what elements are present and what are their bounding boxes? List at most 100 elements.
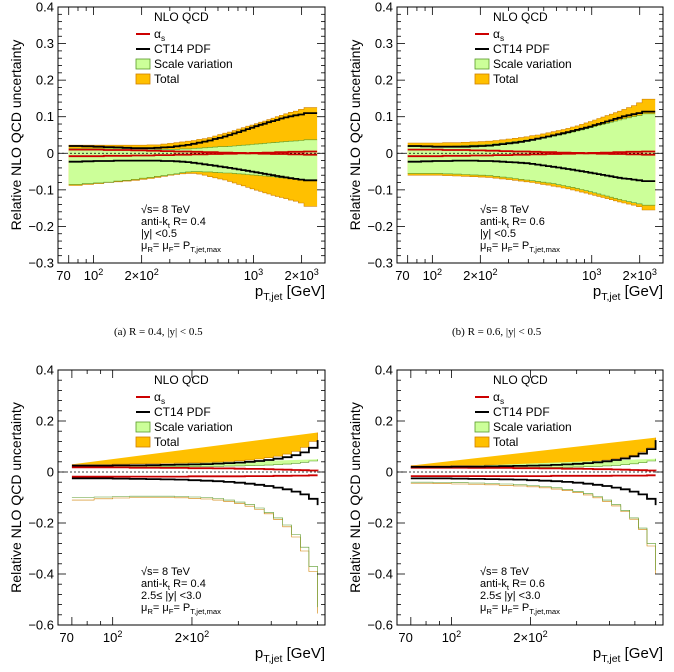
y-tick-label: 0.4 [36,0,54,15]
scale-edge-dn [71,495,318,608]
y-tick-label: 0.1 [36,109,54,124]
annotation-scale-choice: μR= μF= PT,jet,max [141,602,221,616]
legend-pdf: CT14 PDF [493,405,550,419]
y-tick-label: 0.4 [375,363,393,378]
legend-title: NLO QCD [493,10,548,24]
y-tick-label: 0 [47,465,54,480]
legend-scale-swatch [474,421,490,433]
legend-total: Total [154,72,179,86]
chart-panel-d: −0.6 −0.4 −0.2 0 0.2 0.4 70 102 2×102 pT,jet [GeV… [347,363,664,665]
legend-total-swatch [135,73,151,85]
total-band [410,437,656,466]
legend-scale-swatch [135,58,151,70]
legend-scale-swatch [474,58,490,70]
legend-scale: Scale variation [493,57,572,71]
legend-total: Total [154,435,179,449]
chart-panel-b: −0.3 −0.2 −0.1 0 0.1 0.2 0.3 0.4 70 102 2×102 103 2×… [347,0,664,303]
legend-scale-swatch [135,421,151,433]
x-axis-title: pT,jet [GeV] [255,283,325,303]
y-tick-label: −0.3 [28,256,54,271]
y-tick-label: 0.2 [375,414,393,429]
pdf-down-line [410,477,657,506]
y-tick-label: 0 [386,465,393,480]
legend-total-swatch [474,73,490,85]
legend-title: NLO QCD [154,10,209,24]
caption-b: (b) R = 0.6, |y| < 0.5 [452,326,542,338]
x-tick-label: 2×102 [124,267,158,283]
legend-total-swatch [135,436,151,448]
legend-pdf: CT14 PDF [154,405,211,419]
legend-title: NLO QCD [154,373,209,387]
y-axis-title: Relative NLO QCD uncertainty [8,40,24,231]
legend-scale: Scale variation [154,420,233,434]
alpha-s-down-line [410,474,656,477]
legend-alpha-s: αs [493,27,504,43]
plot-frame [57,369,326,626]
legend-scale: Scale variation [493,420,572,434]
scale-edge-dn [68,171,318,185]
y-tick-label: 0.4 [375,0,393,15]
total-edge-dn [407,174,656,211]
legend-total: Total [493,72,518,86]
y-tick-label: −0.2 [28,516,54,531]
scale-edge-up [68,139,318,150]
pdf-up-line [68,112,318,150]
x-tick-label: 103 [582,267,602,283]
y-tick-label: −0.4 [367,567,393,582]
x-tick-label: 2×102 [175,629,209,645]
x-tick-label: 2×102 [513,629,547,645]
total-edge-dn [68,173,318,207]
legend-total-swatch [474,436,490,448]
legend-alpha-s: αs [493,390,504,406]
x-axis-title: pT,jet [GeV] [593,645,663,665]
legend-pdf: CT14 PDF [493,42,550,56]
plot-frame [396,369,664,626]
y-tick-label: 0.2 [36,73,54,88]
y-axis-title: Relative NLO QCD uncertainty [347,402,363,593]
y-tick-label: 0.2 [36,414,54,429]
annotation-energy: √s= 8 TeV [480,204,530,216]
y-tick-label: −0.1 [367,182,393,197]
x-axis-title: pT,jet [GeV] [593,283,663,303]
total-edge-dn [410,483,656,574]
x-tick-label: 102 [442,629,462,645]
legend-alpha-s: αs [154,390,165,406]
total-edge-up [71,432,318,465]
annotation-algorithm: anti-kt R= 0.6 [480,216,545,230]
chart-panel-c: −0.6 −0.4 −0.2 0 0.2 0.4 70 102 2×102 pT,jet [GeV… [8,363,326,665]
x-tick-label: 102 [84,267,104,283]
y-tick-label: −0.6 [28,618,54,633]
y-tick-label: 0.4 [36,363,54,378]
pdf-down-line [71,477,319,506]
plot-frame [396,6,664,264]
y-tick-label: −0.2 [367,516,393,531]
y-tick-label: −0.6 [367,618,393,633]
y-tick-label: 0.1 [375,109,393,124]
annotation-rapidity: 2.5≤ |y| <3.0 [480,590,540,602]
alpha-s-down-line [407,150,656,158]
total-band [71,432,318,465]
pdf-up-line [71,440,319,467]
alpha-s-up-line [68,148,318,156]
x-tick-label: 102 [423,267,443,283]
y-tick-label: −0.2 [28,219,54,234]
y-tick-label: −0.3 [367,256,393,271]
y-tick-label: 0.2 [375,73,393,88]
alpha-s-up-line [410,466,657,472]
pdf-up-line [407,110,656,148]
plot-frame [57,6,326,264]
annotation-energy: √s= 8 TeV [141,566,191,578]
alpha-s-down-line [68,150,318,158]
annotation-energy: √s= 8 TeV [141,204,191,216]
y-tick-label: 0.3 [375,36,393,51]
annotation-rapidity: |y| <0.5 [480,228,516,240]
x-tick-label: 102 [103,629,123,645]
y-tick-label: 0.3 [36,36,54,51]
alpha-s-up-line [407,148,656,156]
legend-pdf: CT14 PDF [154,42,211,56]
annotation-energy: √s= 8 TeV [480,566,530,578]
y-axis-title: Relative NLO QCD uncertainty [8,402,24,593]
legend-total: Total [493,435,518,449]
y-tick-label: 0 [386,146,393,161]
